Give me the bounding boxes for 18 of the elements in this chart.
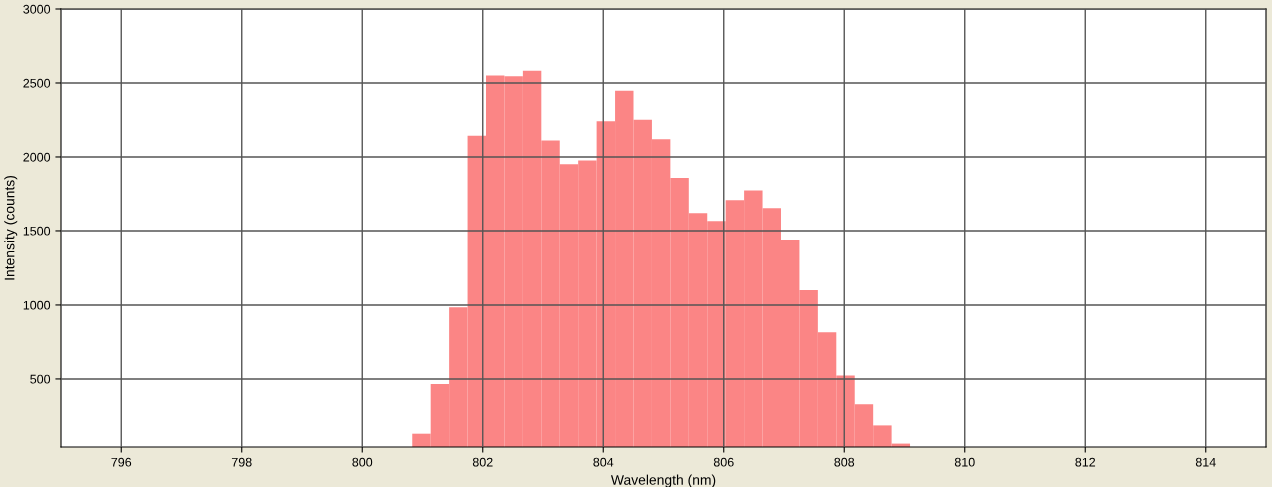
x-tick-label: 802	[472, 457, 493, 467]
x-tick-label: 798	[231, 457, 252, 467]
x-tick-label: 800	[352, 457, 373, 467]
x-tick-label: 808	[834, 457, 855, 467]
y-tick-label: 2500	[23, 78, 51, 88]
y-tick-label: 500	[30, 374, 51, 384]
y-tick-label: 3000	[23, 4, 51, 14]
y-tick-label: 1000	[23, 300, 51, 310]
x-tick-label: 810	[954, 457, 975, 467]
x-axis-title: Wavelength (nm)	[610, 474, 716, 487]
y-tick-label: 2000	[23, 152, 51, 162]
x-tick-label: 796	[111, 457, 132, 467]
x-tick-label: 812	[1075, 457, 1096, 467]
y-tick-label: 1500	[23, 226, 51, 236]
x-tick-label: 806	[713, 457, 734, 467]
y-axis-title: Intensity (counts)	[4, 175, 18, 280]
x-tick-label: 804	[593, 457, 614, 467]
x-tick-label: 814	[1195, 457, 1216, 467]
